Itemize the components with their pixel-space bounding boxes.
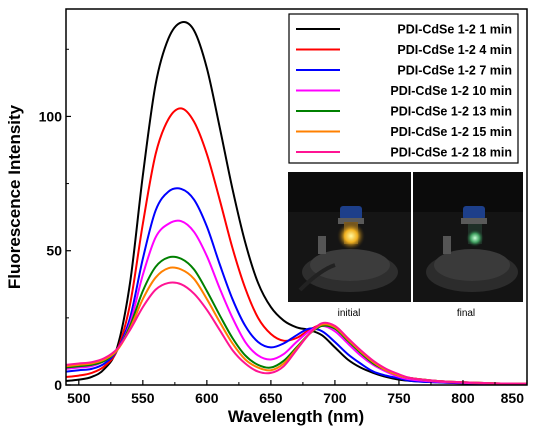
inset-photo-initial [288, 172, 411, 302]
plot-frame [65, 8, 528, 386]
legend-label: PDI-CdSe 1-2 7 min [397, 64, 512, 78]
y-tick-label: 50 [46, 243, 62, 259]
legend: PDI-CdSe 1-2 1 min PDI-CdSe 1-2 4 min PDI-… [288, 13, 519, 164]
x-tick-label: 600 [195, 390, 219, 406]
series-line-1 [66, 21, 527, 385]
x-tick-label: 500 [67, 390, 91, 406]
series-layer [66, 21, 527, 385]
x-tick-label: 850 [501, 390, 525, 406]
inset-caption-final: final [457, 308, 475, 319]
inset-photos: initial final [288, 172, 523, 319]
legend-label: PDI-CdSe 1-2 10 min [390, 84, 512, 98]
legend-label: PDI-CdSe 1-2 18 min [390, 146, 512, 160]
legend-label: PDI-CdSe 1-2 4 min [397, 43, 512, 57]
y-tick-label: 0 [54, 377, 62, 393]
x-axis-title: Wavelength (nm) [228, 407, 364, 426]
legend-box [288, 13, 519, 164]
series-line-3 [66, 187, 527, 385]
x-tick-label: 550 [131, 390, 155, 406]
x-tick-label: 700 [323, 390, 347, 406]
y-tick-label: 100 [39, 108, 63, 124]
x-tick-label: 750 [387, 390, 411, 406]
x-tick-label: 800 [451, 390, 475, 406]
inset-photo-final [413, 172, 523, 302]
legend-items: PDI-CdSe 1-2 1 min PDI-CdSe 1-2 4 min PDI-… [296, 23, 512, 160]
series-line-4 [66, 219, 527, 385]
y-axis-title: Fluorescence Intensity [5, 104, 24, 289]
x-tick-label: 650 [259, 390, 283, 406]
series-line-7 [66, 281, 527, 385]
legend-label: PDI-CdSe 1-2 1 min [397, 23, 512, 37]
inset-caption-initial: initial [338, 308, 361, 319]
legend-label: PDI-CdSe 1-2 13 min [390, 105, 512, 119]
axis-ticks: 500 550 600 650 700 750 800 850 0 50 100 [39, 48, 528, 406]
legend-label: PDI-CdSe 1-2 15 min [390, 125, 512, 139]
